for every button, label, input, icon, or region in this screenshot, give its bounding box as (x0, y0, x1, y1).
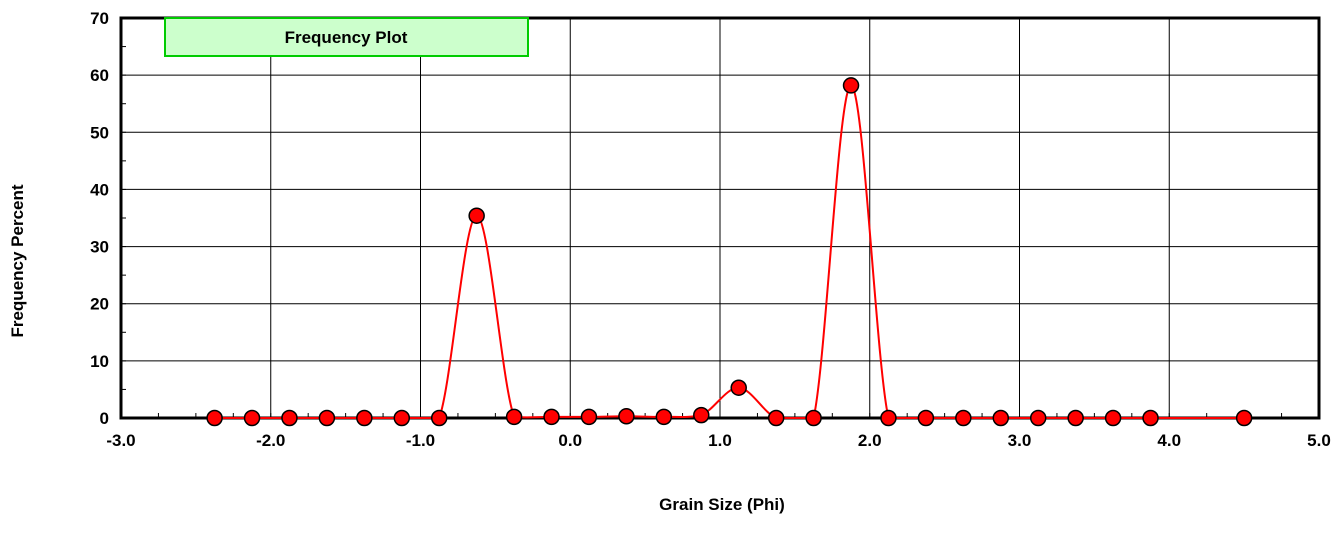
data-point (992, 409, 1010, 427)
data-point (543, 408, 560, 426)
x-tick-label: 2.0 (858, 431, 882, 450)
tick-labels: 0 10 20 30 40 50 60 70 -3.0 -2.0 -1.0 0.0 1.0 2.0 3.0 4… (90, 9, 1331, 450)
y-tick-label: 40 (90, 180, 109, 199)
y-tick-label: 60 (90, 66, 109, 85)
data-point (1142, 409, 1159, 427)
x-tick-label: -3.0 (106, 431, 135, 450)
data-point (880, 409, 897, 427)
data-point (206, 409, 223, 427)
chart-title: Frequency Plot (285, 28, 408, 47)
y-tick-label: 30 (90, 238, 109, 257)
y-axis-title: Frequency Percent (8, 184, 27, 337)
data-point (356, 409, 373, 427)
series-frequency (206, 77, 1253, 427)
grid-lines (121, 18, 1319, 418)
x-tick-label: -1.0 (406, 431, 435, 450)
data-point (805, 409, 822, 427)
data-point (1235, 409, 1253, 427)
y-tick-label: 70 (90, 9, 109, 28)
data-point (618, 408, 635, 425)
data-point (693, 406, 710, 424)
data-point (243, 409, 261, 427)
data-point (1029, 409, 1047, 427)
data-point (281, 409, 298, 427)
plot-frame (119, 16, 1321, 420)
legend: Frequency Plot (164, 17, 529, 57)
x-tick-label: 3.0 (1008, 431, 1032, 450)
data-point (955, 409, 972, 427)
data-point (842, 77, 860, 94)
x-axis-title: Grain Size (Phi) (659, 495, 785, 514)
y-tick-label: 10 (90, 352, 109, 371)
y-tick-label: 50 (90, 123, 109, 142)
x-tick-label: 0.0 (558, 431, 582, 450)
x-tick-label: 5.0 (1307, 431, 1331, 450)
data-point (393, 409, 411, 427)
data-point (655, 408, 673, 426)
data-point (1067, 409, 1084, 427)
x-tick-label: 1.0 (708, 431, 732, 450)
data-point (917, 409, 935, 427)
data-point (730, 379, 747, 396)
x-tick-label: 4.0 (1157, 431, 1181, 450)
data-point (468, 207, 485, 224)
data-point (430, 409, 448, 427)
data-point (505, 408, 523, 426)
series-line (214, 84, 1245, 420)
data-point (767, 409, 785, 427)
y-tick-label: 0 (100, 409, 109, 428)
y-tick-label: 20 (90, 295, 109, 314)
x-tick-label: -2.0 (256, 431, 285, 450)
data-point (1104, 409, 1122, 427)
legend-box-rect (164, 17, 529, 57)
data-point (318, 409, 336, 427)
data-point (580, 408, 598, 426)
